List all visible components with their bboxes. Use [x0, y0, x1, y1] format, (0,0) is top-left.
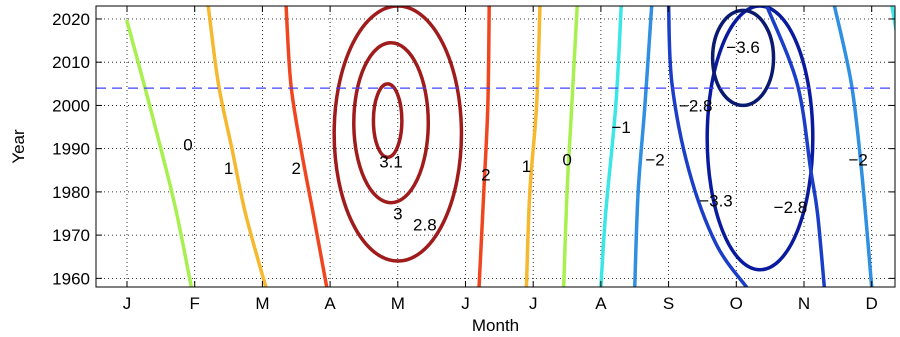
contour-level-label: 3	[393, 205, 402, 224]
x-tick-label: O	[730, 294, 743, 313]
y-tick-label: 1980	[52, 183, 90, 202]
y-tick-label: 2020	[52, 10, 90, 29]
contour-line	[332, 6, 464, 263]
y-tick-label: 1990	[52, 140, 90, 159]
x-tick-label: J	[123, 294, 132, 313]
contour-level-label: 0	[562, 150, 571, 169]
x-tick-label: J	[461, 294, 470, 313]
contour-line	[765, 6, 827, 287]
contour-level-label: −2.8	[679, 96, 713, 115]
x-tick-label: D	[866, 294, 878, 313]
contour-level-label: 2	[481, 166, 490, 185]
y-tick-label: 2010	[52, 53, 90, 72]
y-tick-label: 1970	[52, 226, 90, 245]
contour-line	[371, 82, 404, 160]
contour-line	[633, 6, 654, 287]
contour-level-label: 2.8	[413, 215, 437, 234]
x-tick-label: S	[663, 294, 674, 313]
y-tick-label: 1960	[52, 269, 90, 288]
contour-level-label: −3.3	[699, 192, 733, 211]
contour-line	[599, 6, 623, 287]
x-tick-label: A	[595, 294, 607, 313]
contour-line	[125, 19, 194, 287]
contour-level-label: 1	[522, 157, 531, 176]
y-axis-label: Year	[9, 129, 28, 164]
x-tick-label: M	[391, 294, 405, 313]
grid	[96, 6, 895, 287]
contour-lines	[125, 6, 895, 287]
contour-line	[352, 40, 431, 205]
contour-line	[666, 6, 749, 287]
contour-level-label: −3.6	[726, 38, 760, 57]
x-tick-label: F	[190, 294, 200, 313]
contour-level-label: −2.8	[774, 198, 808, 217]
x-axis-label: Month	[472, 316, 519, 335]
x-tick-label: M	[255, 294, 269, 313]
contour-level-label: 0	[183, 135, 192, 154]
contour-line	[477, 6, 491, 287]
contour-line	[561, 6, 579, 287]
contour-line	[284, 6, 329, 287]
contour-line	[524, 6, 542, 287]
contour-line	[890, 6, 895, 35]
x-tick-label: A	[324, 294, 336, 313]
plot-frame	[95, 5, 896, 288]
x-tick-label: J	[529, 294, 538, 313]
contour-level-label: −2	[645, 150, 664, 169]
contour-level-label: −1	[612, 118, 631, 137]
contour-line	[206, 6, 268, 287]
contour-line	[710, 8, 776, 108]
contour-line	[832, 6, 874, 287]
y-tick-label: 2000	[52, 96, 90, 115]
contour-level-label: 3.1	[379, 153, 403, 172]
contour-level-label: 1	[224, 159, 233, 178]
x-tick-label: N	[798, 294, 810, 313]
contour-level-label: −2	[848, 150, 867, 169]
contour-line	[705, 6, 815, 272]
contour-level-label: 2	[292, 159, 301, 178]
